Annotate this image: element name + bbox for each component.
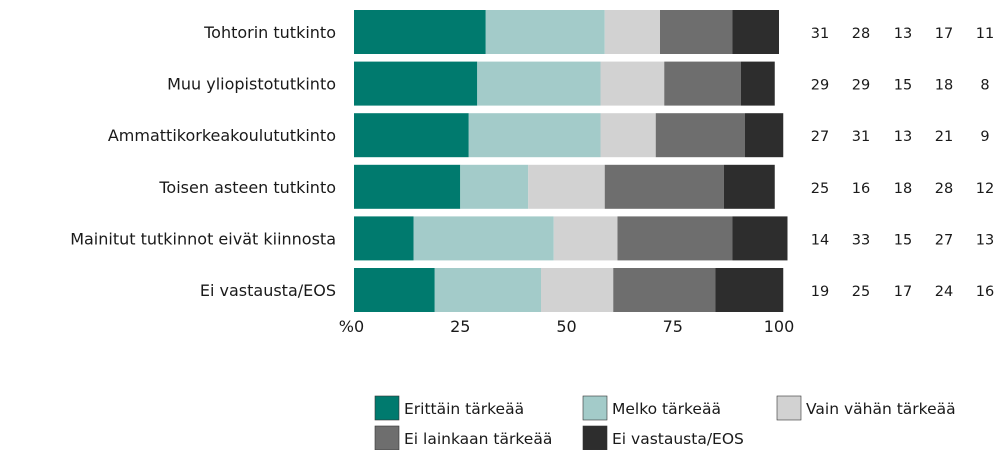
data-label: 28 bbox=[852, 26, 870, 42]
legend-swatch bbox=[374, 395, 400, 421]
bar-segment bbox=[477, 61, 601, 106]
data-label: 29 bbox=[811, 78, 829, 94]
data-label: 18 bbox=[894, 181, 912, 197]
data-label: 8 bbox=[980, 78, 989, 94]
category-label: Mainitut tutkinnot eivät kiinnosta bbox=[70, 229, 336, 248]
category-label: Tohtorin tutkinto bbox=[203, 23, 336, 42]
x-axis-unit-label: % bbox=[339, 317, 354, 336]
x-tick-label: 50 bbox=[556, 317, 576, 336]
category-label: Ammattikorkeakoulututkinto bbox=[108, 126, 336, 145]
data-label: 13 bbox=[894, 26, 912, 42]
data-label: 13 bbox=[894, 129, 912, 145]
data-label: 24 bbox=[935, 284, 953, 300]
bar-segment bbox=[354, 113, 469, 158]
bar-segment bbox=[723, 164, 775, 209]
data-label: 31 bbox=[852, 129, 870, 145]
x-tick-label: 75 bbox=[663, 317, 683, 336]
legend-label: Ei lainkaan tärkeää bbox=[404, 430, 552, 448]
legend-swatch bbox=[776, 395, 802, 421]
data-label: 15 bbox=[894, 232, 912, 248]
bar-segment bbox=[468, 113, 601, 158]
legend-label: Ei vastausta/EOS bbox=[612, 430, 744, 448]
bar-segment bbox=[354, 268, 435, 312]
data-label: 17 bbox=[935, 26, 953, 42]
x-axis: % 0 25 50 75 100 bbox=[339, 317, 794, 336]
category-labels: Tohtorin tutkinto Muu yliopistotutkinto Am… bbox=[70, 23, 336, 300]
data-label: 16 bbox=[852, 181, 870, 197]
bar-segment bbox=[600, 113, 656, 158]
bar-segment bbox=[553, 216, 618, 261]
legend-label: Melko tärkeää bbox=[612, 400, 721, 418]
legend: Erittäin tärkeää Melko tärkeää Vain vähän … bbox=[374, 395, 956, 450]
category-label: Muu yliopistotutkinto bbox=[167, 75, 336, 94]
bar-segment bbox=[604, 10, 660, 54]
bar-segment bbox=[715, 268, 784, 312]
bar-segment bbox=[434, 268, 541, 312]
data-label: 17 bbox=[894, 284, 912, 300]
bar-segment bbox=[354, 61, 478, 106]
bar-segment bbox=[354, 164, 461, 209]
legend-swatch bbox=[582, 425, 608, 450]
bar-segment bbox=[617, 216, 733, 261]
data-label: 18 bbox=[935, 78, 953, 94]
bar-segment bbox=[745, 113, 784, 158]
bar-segment bbox=[354, 216, 414, 261]
data-label: 33 bbox=[852, 232, 870, 248]
bar-segment bbox=[664, 61, 741, 106]
bar-segment bbox=[528, 164, 605, 209]
data-label: 27 bbox=[811, 129, 829, 145]
bar-segment bbox=[655, 113, 745, 158]
data-label: 19 bbox=[811, 284, 829, 300]
bar-segment bbox=[485, 10, 605, 54]
bar-segment bbox=[413, 216, 554, 261]
bar-segment bbox=[604, 164, 724, 209]
bar-segment bbox=[740, 61, 775, 106]
bar-segment bbox=[460, 164, 529, 209]
bar-segment bbox=[660, 10, 733, 54]
category-label: Ei vastausta/EOS bbox=[200, 281, 336, 300]
data-label: 25 bbox=[852, 284, 870, 300]
bar-segment bbox=[613, 268, 716, 312]
data-label: 25 bbox=[811, 181, 829, 197]
category-label: Toisen asteen tutkinto bbox=[158, 178, 336, 197]
data-label: 15 bbox=[894, 78, 912, 94]
data-label: 14 bbox=[811, 232, 829, 248]
x-tick-label: 100 bbox=[764, 317, 795, 336]
bar-segment bbox=[732, 216, 788, 261]
bar-segment bbox=[354, 10, 486, 54]
legend-label: Erittäin tärkeää bbox=[404, 400, 524, 418]
data-label: 21 bbox=[935, 129, 953, 145]
bars bbox=[354, 10, 788, 312]
legend-label: Vain vähän tärkeää bbox=[806, 400, 956, 418]
bar-segment bbox=[541, 268, 614, 312]
bar-segment bbox=[600, 61, 665, 106]
data-label: 12 bbox=[976, 181, 994, 197]
data-label: 11 bbox=[976, 26, 994, 42]
data-label: 31 bbox=[811, 26, 829, 42]
value-labels: 31 28 13 17 11 29 29 15 18 8 27 31 13 21 9 25 16 18 28 12 14… bbox=[811, 26, 994, 300]
data-label: 16 bbox=[976, 284, 994, 300]
data-label: 28 bbox=[935, 181, 953, 197]
data-label: 29 bbox=[852, 78, 870, 94]
legend-swatch bbox=[582, 395, 608, 421]
x-tick-label: 0 bbox=[354, 317, 364, 336]
legend-swatch bbox=[374, 425, 400, 450]
data-label: 9 bbox=[980, 129, 989, 145]
data-label: 27 bbox=[935, 232, 953, 248]
x-tick-label: 25 bbox=[450, 317, 470, 336]
data-label: 13 bbox=[976, 232, 994, 248]
bar-segment bbox=[732, 10, 779, 54]
